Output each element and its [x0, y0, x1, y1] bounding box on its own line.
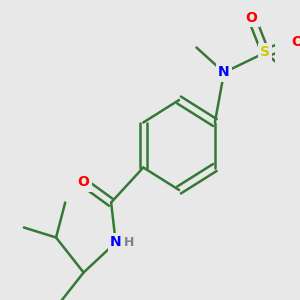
- Text: O: O: [292, 35, 300, 50]
- Text: N: N: [110, 236, 122, 250]
- Text: O: O: [78, 176, 89, 190]
- Text: H: H: [123, 236, 134, 249]
- Text: S: S: [260, 46, 270, 59]
- Text: N: N: [218, 65, 230, 80]
- Text: O: O: [246, 11, 257, 25]
